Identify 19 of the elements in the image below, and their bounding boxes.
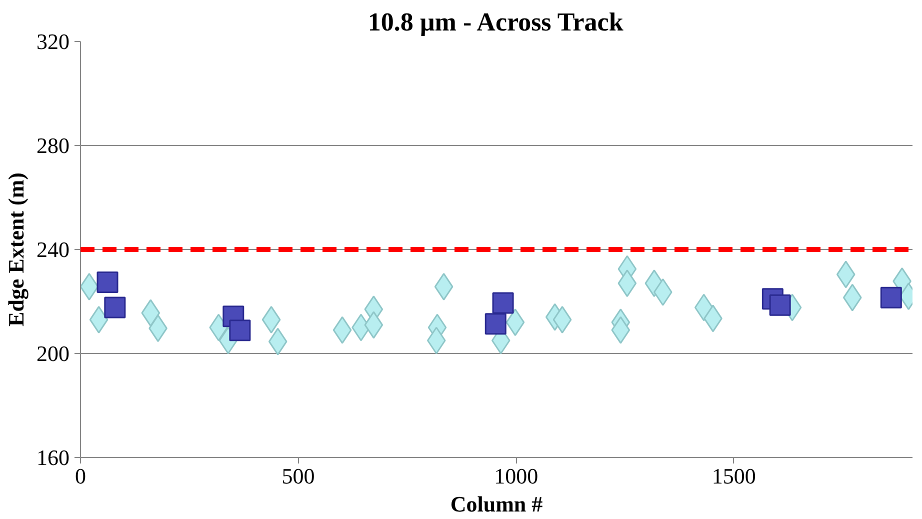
y-tick-label: 320 bbox=[36, 29, 70, 54]
x-axis-title: Column # bbox=[450, 492, 543, 516]
x-tick-label: 1500 bbox=[712, 464, 756, 488]
point bbox=[769, 294, 791, 316]
y-tick-label: 160 bbox=[36, 445, 70, 470]
y-tick-label: 240 bbox=[36, 237, 70, 262]
y-tick-label: 280 bbox=[36, 133, 70, 158]
point bbox=[484, 313, 506, 335]
point bbox=[96, 272, 118, 294]
x-tick-label: 1000 bbox=[494, 464, 538, 488]
point bbox=[229, 320, 251, 342]
chart-title: 10.8 µm - Across Track bbox=[368, 8, 624, 36]
point bbox=[492, 292, 514, 314]
x-tick-label: 0 bbox=[75, 464, 86, 488]
y-axis-title: Edge Extent (m) bbox=[4, 172, 28, 326]
x-tick-label: 500 bbox=[282, 464, 315, 488]
point bbox=[880, 286, 902, 308]
point bbox=[104, 296, 126, 318]
y-tick-label: 200 bbox=[36, 341, 70, 366]
